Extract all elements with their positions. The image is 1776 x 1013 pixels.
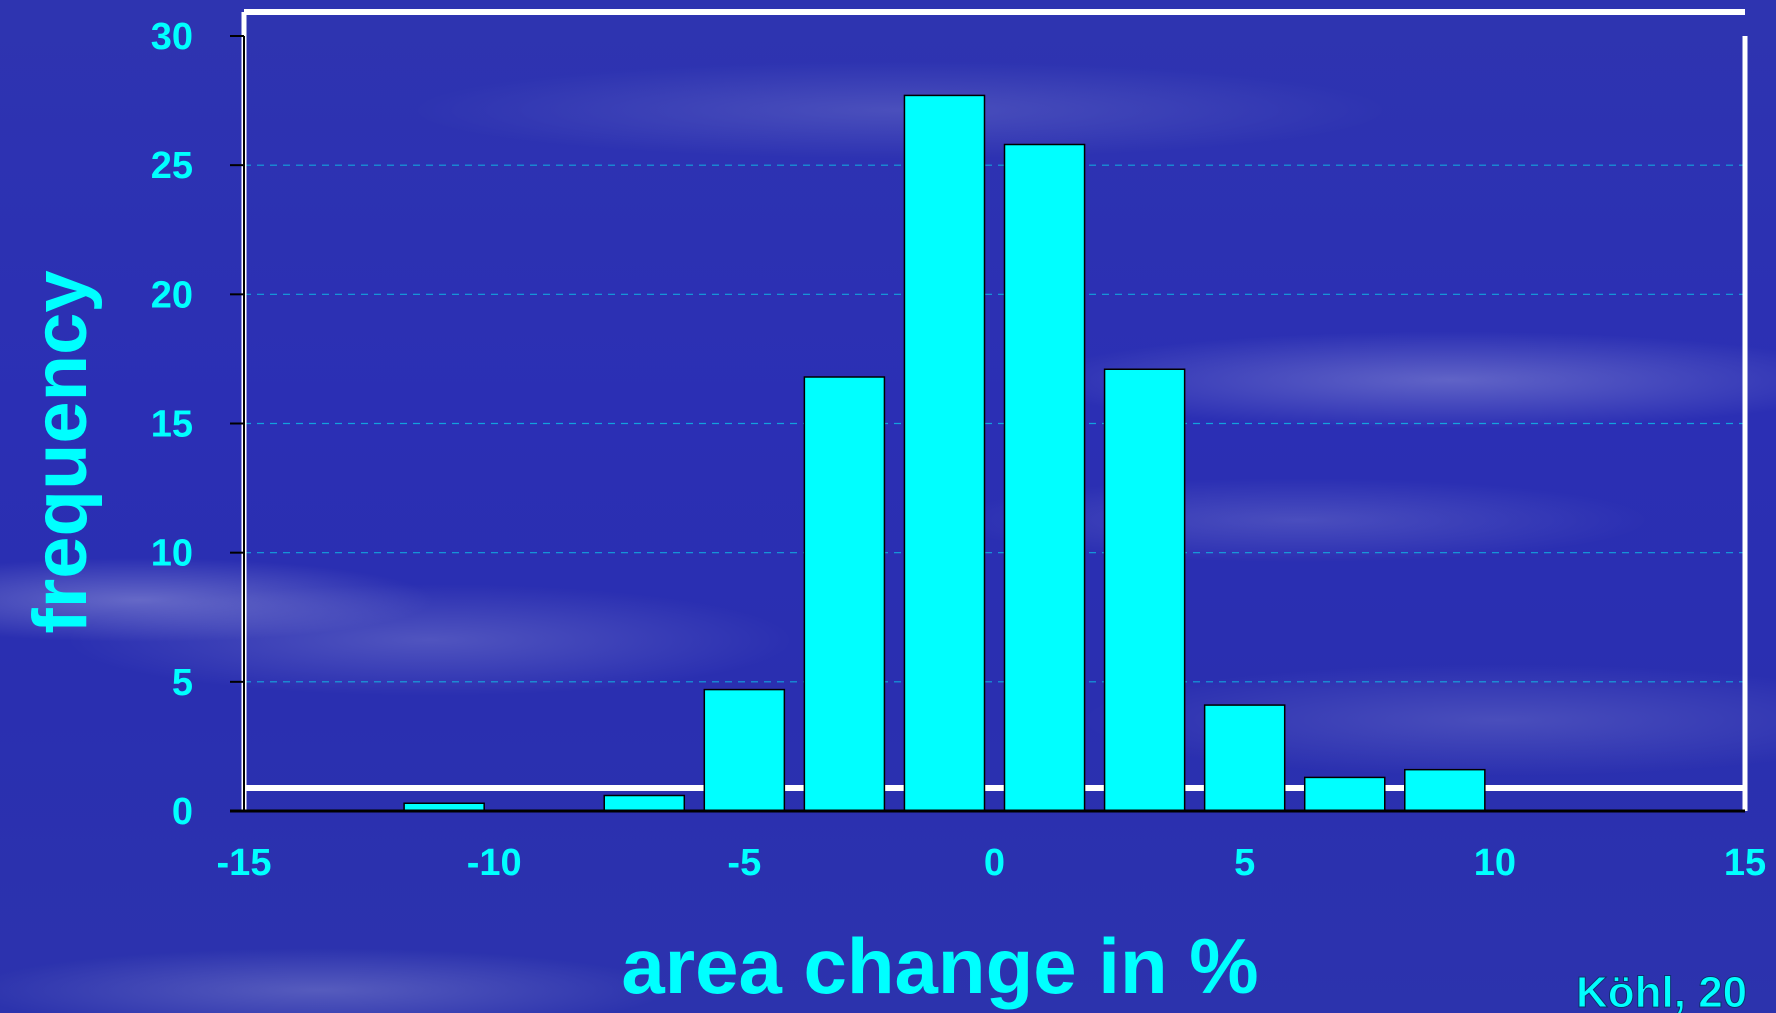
- y-axis-title: frequency: [18, 270, 103, 633]
- x-axis-title: area change in %: [621, 922, 1258, 1010]
- bar: [1003, 143, 1086, 812]
- y-tick-label: 5: [172, 662, 193, 704]
- y-tick-label: 20: [151, 274, 193, 316]
- axes: [230, 35, 1745, 813]
- x-tick-label: 15: [1724, 842, 1766, 884]
- y-tick-label: 30: [151, 16, 193, 58]
- gridlines: [244, 164, 1745, 683]
- y-tick-label: 15: [151, 404, 193, 446]
- bar: [1203, 704, 1286, 812]
- bar: [703, 688, 786, 812]
- y-tick-label: 25: [151, 145, 193, 187]
- y-tick-label: 10: [151, 533, 193, 575]
- x-tick-label: -10: [467, 842, 522, 884]
- x-tick-label: -15: [217, 842, 272, 884]
- x-tick-labels: -15 -10 -5 0 5 10 15: [217, 842, 1767, 884]
- bar: [903, 94, 986, 812]
- y-tick-labels: 0 5 10 15 20 25 30: [151, 16, 193, 833]
- x-tick-label: 0: [984, 842, 1005, 884]
- x-tick-label: 5: [1234, 842, 1255, 884]
- source-credit: Köhl, 20: [1576, 968, 1747, 1013]
- bar: [603, 794, 686, 812]
- bar: [1103, 368, 1186, 812]
- x-tick-label: -5: [727, 842, 761, 884]
- bar: [1303, 776, 1386, 812]
- plot-frame: [241, 9, 1748, 811]
- y-tick-label: 0: [172, 791, 193, 833]
- bar: [1404, 768, 1486, 812]
- bar: [803, 376, 886, 812]
- bars: [403, 94, 1486, 812]
- x-tick-label: 10: [1474, 842, 1516, 884]
